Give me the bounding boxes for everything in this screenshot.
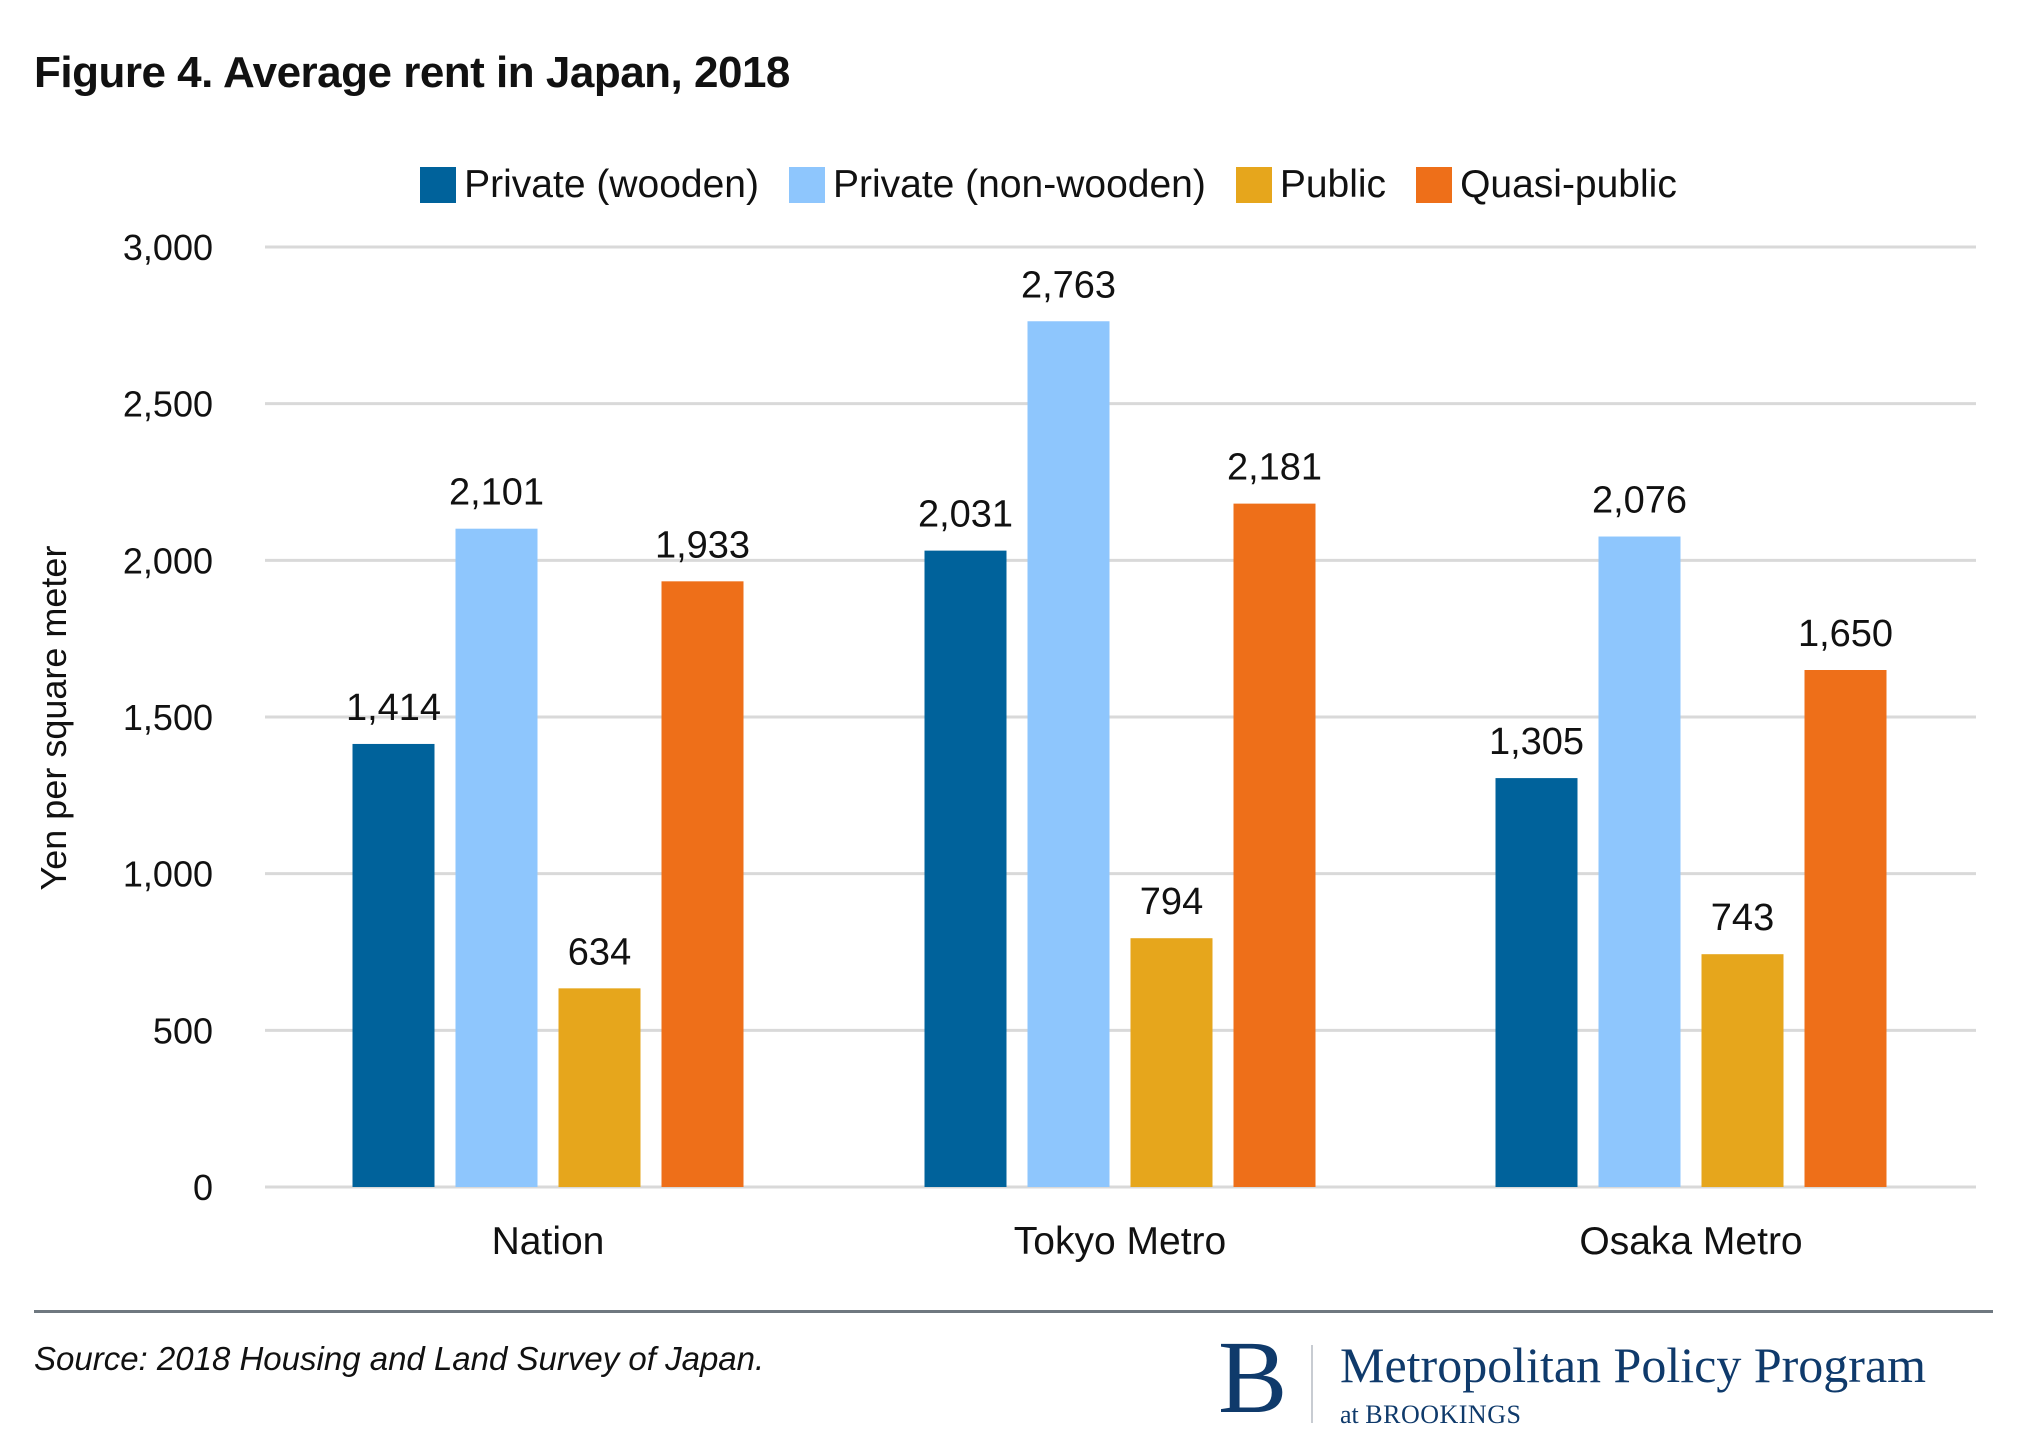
y-tick-label: 2,500 bbox=[123, 384, 213, 425]
y-tick-label: 2,000 bbox=[123, 540, 213, 581]
y-tick-label: 1,000 bbox=[123, 854, 213, 895]
footer-divider bbox=[34, 1310, 1993, 1313]
legend-item-private-non-wooden: Private (non-wooden) bbox=[788, 163, 1206, 207]
logo-letter: B bbox=[1218, 1320, 1288, 1435]
legend: Private (wooden) Private (non-wooden) Pu… bbox=[0, 163, 2017, 207]
bar-quasi-public-osaka-metro bbox=[1804, 670, 1887, 1187]
bar-private-wooden--nation bbox=[352, 743, 435, 1187]
data-label: 1,933 bbox=[655, 524, 750, 566]
bar-chart: 0 500 1,000 1,500 2,000 2,500 3,000 Nation 1,414… bbox=[123, 227, 1976, 1263]
data-label: 1,305 bbox=[1489, 721, 1584, 763]
logo-program-name: Metropolitan Policy Program bbox=[1340, 1337, 1927, 1393]
data-label: 743 bbox=[1711, 897, 1774, 939]
legend-label: Private (wooden) bbox=[464, 163, 759, 206]
legend-label: Private (non-wooden) bbox=[832, 163, 1206, 206]
data-label: 1,414 bbox=[346, 687, 441, 729]
source-note: Source: 2018 Housing and Land Survey of … bbox=[34, 1340, 765, 1377]
bar-public-tokyo-metro bbox=[1130, 938, 1213, 1187]
y-tick-label: 3,000 bbox=[123, 227, 213, 268]
data-label: 2,101 bbox=[449, 472, 544, 514]
logo-sub-prefix: at bbox=[1340, 1400, 1359, 1429]
data-label: 2,076 bbox=[1592, 480, 1687, 522]
data-label: 2,181 bbox=[1227, 447, 1322, 489]
data-label: 2,763 bbox=[1021, 264, 1116, 306]
legend-swatch bbox=[1416, 167, 1453, 203]
data-label: 1,650 bbox=[1798, 613, 1893, 655]
logo-sub-org: BROOKINGS bbox=[1365, 1400, 1522, 1429]
bar-quasi-public-nation bbox=[661, 581, 744, 1187]
data-label: 2,031 bbox=[918, 494, 1013, 536]
legend-swatch bbox=[788, 167, 825, 203]
x-tick-label: Nation bbox=[492, 1220, 605, 1263]
legend-swatch bbox=[1235, 167, 1272, 203]
bar-private-non-wooden--nation bbox=[455, 528, 538, 1187]
bar-private-non-wooden--osaka-metro bbox=[1598, 536, 1681, 1187]
chart-title: Figure 4. Average rent in Japan, 2018 bbox=[34, 48, 790, 97]
legend-label: Public bbox=[1279, 163, 1387, 206]
data-label: 634 bbox=[568, 931, 631, 973]
bar-public-nation bbox=[558, 988, 641, 1187]
bar-private-non-wooden--tokyo-metro bbox=[1027, 321, 1110, 1187]
bar-private-wooden--tokyo-metro bbox=[924, 550, 1007, 1187]
legend-item-quasi-public: Quasi-public bbox=[1416, 163, 1677, 207]
x-tick-label: Osaka Metro bbox=[1579, 1220, 1802, 1263]
legend-item-private-wooden: Private (wooden) bbox=[420, 163, 759, 207]
logo-subtitle: at BROOKINGS bbox=[1340, 1400, 1521, 1430]
y-tick-label: 500 bbox=[153, 1010, 213, 1051]
x-tick-label: Tokyo Metro bbox=[1014, 1220, 1226, 1263]
bar-quasi-public-tokyo-metro bbox=[1233, 503, 1316, 1187]
y-tick-label: 1,500 bbox=[123, 697, 213, 738]
bar-public-osaka-metro bbox=[1701, 954, 1784, 1187]
legend-item-public: Public bbox=[1235, 163, 1387, 207]
y-tick-label: 0 bbox=[193, 1167, 213, 1208]
data-label: 794 bbox=[1140, 881, 1203, 923]
logo-separator bbox=[1311, 1345, 1313, 1423]
bar-private-wooden--osaka-metro bbox=[1495, 778, 1578, 1187]
legend-swatch bbox=[420, 167, 457, 203]
legend-label: Quasi-public bbox=[1460, 163, 1677, 206]
